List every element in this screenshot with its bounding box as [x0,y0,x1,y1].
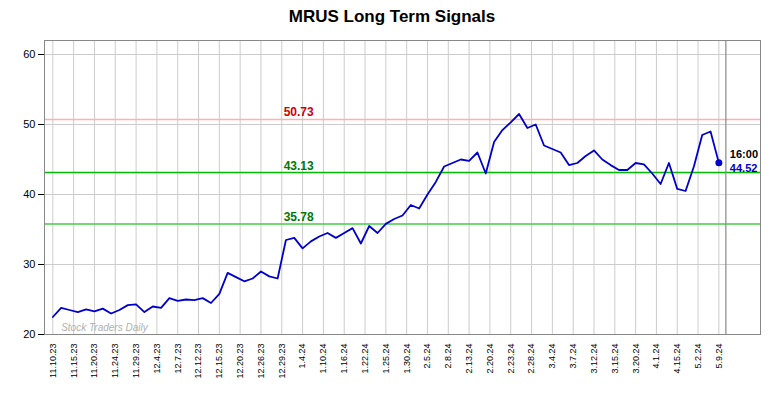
svg-text:1.10.24: 1.10.24 [318,344,328,374]
svg-text:12.20.23: 12.20.23 [235,344,245,379]
svg-text:12.7.23: 12.7.23 [173,344,183,374]
svg-text:2.20.24: 2.20.24 [485,344,495,374]
svg-text:3.12.24: 3.12.24 [589,344,599,374]
svg-text:30: 30 [23,258,35,270]
svg-text:3.20.24: 3.20.24 [630,344,640,374]
svg-text:5.9.24: 5.9.24 [714,344,724,369]
svg-text:2.28.24: 2.28.24 [526,344,536,374]
svg-text:50.73: 50.73 [284,105,314,119]
svg-text:1.16.24: 1.16.24 [339,344,349,374]
svg-text:16:00: 16:00 [730,148,758,160]
svg-text:12.15.23: 12.15.23 [214,344,224,379]
svg-text:11.20.23: 11.20.23 [89,344,99,378]
svg-text:44.52: 44.52 [730,162,758,174]
svg-text:4.15.24: 4.15.24 [672,344,682,374]
svg-text:2.5.24: 2.5.24 [422,344,432,369]
svg-text:5.2.24: 5.2.24 [693,344,703,369]
svg-text:Stock Traders Daily: Stock Traders Daily [61,322,149,333]
svg-text:11.24.23: 11.24.23 [110,344,120,378]
svg-text:1.22.24: 1.22.24 [360,344,370,374]
svg-text:11.10.23: 11.10.23 [48,344,58,378]
svg-text:3.4.24: 3.4.24 [547,344,557,369]
svg-text:35.78: 35.78 [284,210,314,224]
svg-text:2.8.24: 2.8.24 [443,344,453,369]
svg-text:3.15.24: 3.15.24 [610,344,620,374]
html-text:MRUS Long Term Signals: MRUS Long Term Signals [288,7,496,26]
svg-text:3.7.24: 3.7.24 [568,344,578,369]
svg-text:4.1.24: 4.1.24 [651,344,661,369]
svg-text:43.13: 43.13 [284,159,314,173]
svg-text:11.29.23: 11.29.23 [131,344,141,378]
svg-text:11.15.23: 11.15.23 [69,344,79,378]
svg-text:12.4.23: 12.4.23 [152,344,162,374]
svg-text:1.25.24: 1.25.24 [381,344,391,374]
svg-text:20: 20 [23,328,35,340]
svg-text:12.26.23: 12.26.23 [256,344,266,379]
svg-text:50: 50 [23,118,35,130]
svg-text:60: 60 [23,48,35,60]
svg-text:12.12.23: 12.12.23 [193,344,203,379]
svg-text:40: 40 [23,188,35,200]
svg-text:1.4.24: 1.4.24 [297,344,307,369]
svg-text:2.23.24: 2.23.24 [506,344,516,374]
svg-text:1.30.24: 1.30.24 [402,344,412,374]
svg-text:12.29.23: 12.29.23 [277,344,287,379]
svg-text:2.13.24: 2.13.24 [464,344,474,374]
